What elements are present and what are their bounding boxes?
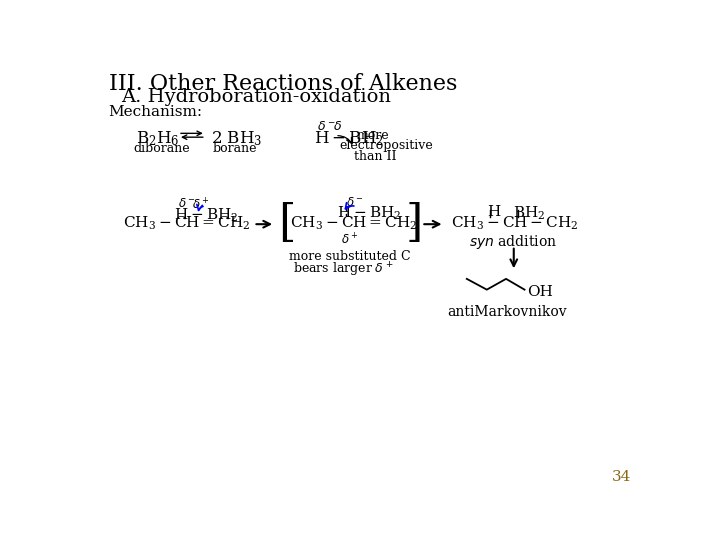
Text: antiMarkovnikov: antiMarkovnikov <box>448 305 567 319</box>
Text: $\mathregular{BH_2}$: $\mathregular{BH_2}$ <box>513 205 545 222</box>
Text: A. Hydroboration-oxidation: A. Hydroboration-oxidation <box>121 88 391 106</box>
Text: than II: than II <box>354 150 396 163</box>
Text: Mechanism:: Mechanism: <box>109 105 203 119</box>
Text: H: H <box>487 205 500 219</box>
Text: III. Other Reactions of Alkenes: III. Other Reactions of Alkenes <box>109 72 457 94</box>
Text: $\delta^+$: $\delta^+$ <box>341 233 358 248</box>
Text: $\delta^-$: $\delta^-$ <box>317 120 336 133</box>
Text: more: more <box>356 130 390 143</box>
Text: OH: OH <box>528 285 554 299</box>
Text: bears larger $\delta^+$: bears larger $\delta^+$ <box>293 260 393 279</box>
Text: borane: borane <box>212 142 257 155</box>
Text: $\mathit{syn}$ addition: $\mathit{syn}$ addition <box>469 233 557 251</box>
Text: electropositive: electropositive <box>340 139 433 152</box>
Text: $\delta$: $\delta$ <box>333 120 342 133</box>
Text: $\mathregular{2\ BH_3}$: $\mathregular{2\ BH_3}$ <box>211 130 263 148</box>
Text: 34: 34 <box>611 470 631 484</box>
Text: $\delta^-$: $\delta^-$ <box>178 197 196 210</box>
Text: $\mathregular{CH_3-CH=CH_2}$: $\mathregular{CH_3-CH=CH_2}$ <box>122 215 250 232</box>
Text: $\delta^-$: $\delta^-$ <box>346 195 364 208</box>
Text: $\mathregular{CH_3-CH=CH_2}$: $\mathregular{CH_3-CH=CH_2}$ <box>290 215 418 232</box>
Text: $\delta^+$: $\delta^+$ <box>192 197 210 213</box>
Text: more substituted C: more substituted C <box>289 249 410 262</box>
Text: $\mathregular{H-BH_2}$: $\mathregular{H-BH_2}$ <box>174 206 238 224</box>
Text: ]: ] <box>406 202 423 245</box>
Text: [: [ <box>278 202 295 245</box>
Text: $\mathregular{H-BH_2}$: $\mathregular{H-BH_2}$ <box>337 205 401 222</box>
Text: $\mathregular{B_2H_6}$: $\mathregular{B_2H_6}$ <box>137 130 180 148</box>
Text: $\mathregular{CH_3-CH-CH_2}$: $\mathregular{CH_3-CH-CH_2}$ <box>451 215 579 232</box>
Text: diborane: diborane <box>133 142 190 155</box>
Text: $\mathregular{H-BH_2}$: $\mathregular{H-BH_2}$ <box>314 130 384 148</box>
